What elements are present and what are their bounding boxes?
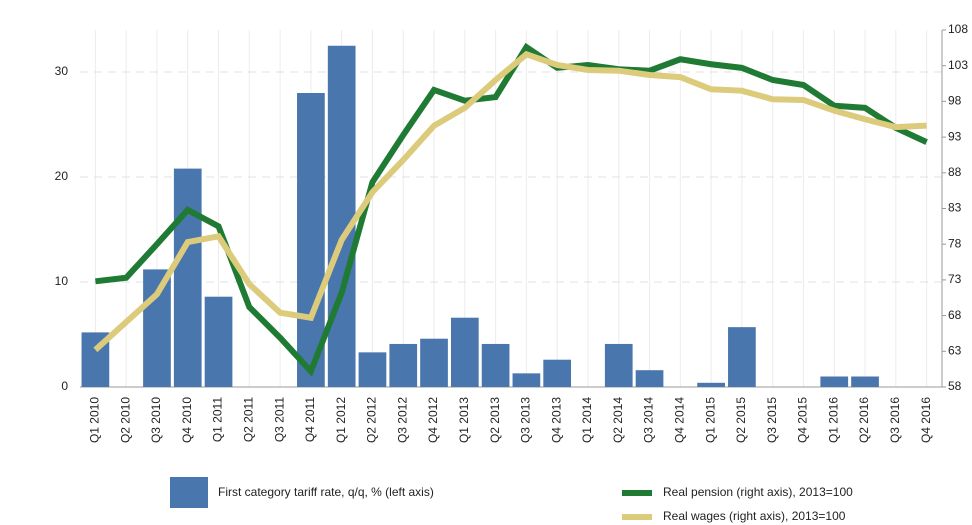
x-tick-label: Q1 2015 — [703, 397, 717, 443]
x-tick-label: Q2 2012 — [365, 397, 379, 443]
x-tick-label: Q3 2015 — [765, 397, 779, 443]
y-tick-label: 0 — [61, 379, 68, 393]
bar — [450, 317, 479, 387]
x-tick-label: Q4 2010 — [180, 397, 194, 443]
bar — [512, 373, 541, 387]
bar — [851, 376, 879, 387]
x-tick-label: Q4 2016 — [919, 397, 933, 443]
bar — [143, 269, 171, 387]
y2-tick-label: 78 — [948, 236, 962, 250]
y2-tick-label: 98 — [948, 94, 962, 108]
x-tick-label: Q1 2014 — [580, 397, 594, 443]
bar — [297, 93, 325, 387]
bar — [481, 343, 510, 387]
x-tick-label: Q2 2015 — [734, 397, 748, 443]
bar — [173, 168, 202, 387]
line — [95, 42, 928, 377]
x-tick-label: Q1 2010 — [88, 397, 102, 443]
x-tick-label: Q1 2012 — [334, 397, 348, 443]
legend-swatch — [170, 477, 208, 508]
x-tick-label: Q1 2016 — [826, 397, 840, 443]
legend-label: Real pension (right axis), 2013=100 — [663, 485, 853, 499]
x-tick-label: Q4 2013 — [549, 397, 563, 443]
legend-label: Real wages (right axis), 2013=100 — [663, 509, 846, 523]
x-tick-label: Q2 2013 — [488, 397, 502, 443]
x-tick-label: Q3 2014 — [642, 397, 656, 443]
x-tick-label: Q1 2011 — [211, 397, 225, 442]
bar — [820, 376, 849, 387]
x-tick-label: Q4 2011 — [303, 397, 317, 442]
y2-tick-label: 88 — [948, 165, 962, 179]
bar — [204, 296, 233, 387]
x-tick-label: Q1 2013 — [457, 397, 471, 443]
line — [93, 50, 927, 353]
y2-tick-label: 68 — [948, 308, 962, 322]
x-tick-label: Q3 2011 — [272, 397, 286, 442]
x-tick-label: Q4 2015 — [796, 397, 810, 443]
bar — [389, 343, 418, 387]
x-tick-label: Q2 2010 — [118, 397, 132, 443]
legend-label: First category tariff rate, q/q, % (left… — [218, 485, 434, 499]
y2-tick-label: 108 — [948, 22, 968, 36]
bar — [358, 352, 387, 387]
y2-tick-label: 83 — [948, 201, 962, 215]
x-tick-label: Q2 2014 — [611, 397, 625, 443]
y-tick-label: 30 — [55, 64, 69, 78]
x-tick-label: Q4 2012 — [426, 397, 440, 443]
bar — [420, 338, 448, 387]
bar — [728, 327, 756, 387]
x-tick-label: Q2 2011 — [241, 397, 255, 442]
x-tick-label: Q3 2010 — [149, 397, 163, 443]
bar — [327, 45, 356, 387]
bar — [697, 382, 725, 387]
y-tick-label: 20 — [55, 169, 69, 183]
x-tick-label: Q4 2014 — [672, 397, 686, 443]
y2-tick-label: 93 — [948, 129, 962, 143]
y2-tick-label: 58 — [948, 379, 962, 393]
legend: First category tariff rate, q/q, % (left… — [170, 477, 853, 523]
x-tick-label: Q3 2012 — [395, 397, 409, 443]
y2-tick-label: 103 — [948, 58, 968, 72]
bar — [604, 343, 633, 387]
bar — [543, 359, 572, 387]
y-tick-label: 10 — [55, 274, 69, 288]
bar — [635, 370, 664, 387]
x-tick-label: Q2 2016 — [857, 397, 871, 443]
x-tick-label: Q3 2016 — [888, 397, 902, 443]
y2-tick-label: 63 — [948, 343, 962, 357]
y2-tick-label: 73 — [948, 272, 962, 286]
x-tick-label: Q3 2013 — [519, 397, 533, 443]
